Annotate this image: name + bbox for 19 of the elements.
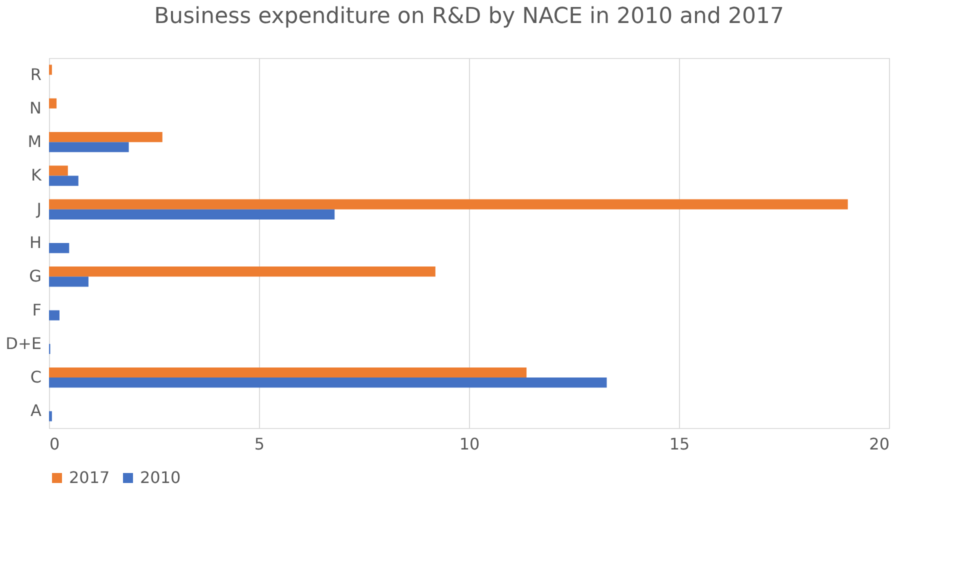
y-tick-label: H: [29, 233, 42, 252]
y-tick-label: R: [30, 64, 42, 84]
y-tick-label: D+E: [6, 334, 42, 353]
x-tick-label: 5: [254, 434, 265, 454]
y-tick-label: F: [32, 300, 42, 320]
y-tick-label: K: [31, 166, 42, 185]
y-tick-label: G: [29, 266, 42, 286]
y-tick-label: M: [28, 132, 42, 152]
x-tick-label: 10: [459, 434, 480, 454]
x-tick-label: 15: [669, 434, 690, 454]
y-tick-label: A: [30, 401, 42, 420]
y-tick-label: C: [30, 368, 42, 387]
x-tick-label: 20: [869, 434, 890, 454]
x-tick-label: 0: [50, 434, 60, 454]
y-tick-label: N: [30, 98, 42, 118]
legend-label: 2017: [69, 468, 110, 487]
legend-label: 2010: [140, 468, 181, 487]
chart-title: Business expenditure on R&D by NACE in 2010 and 2017: [154, 4, 784, 29]
y-tick-label: J: [36, 199, 42, 218]
